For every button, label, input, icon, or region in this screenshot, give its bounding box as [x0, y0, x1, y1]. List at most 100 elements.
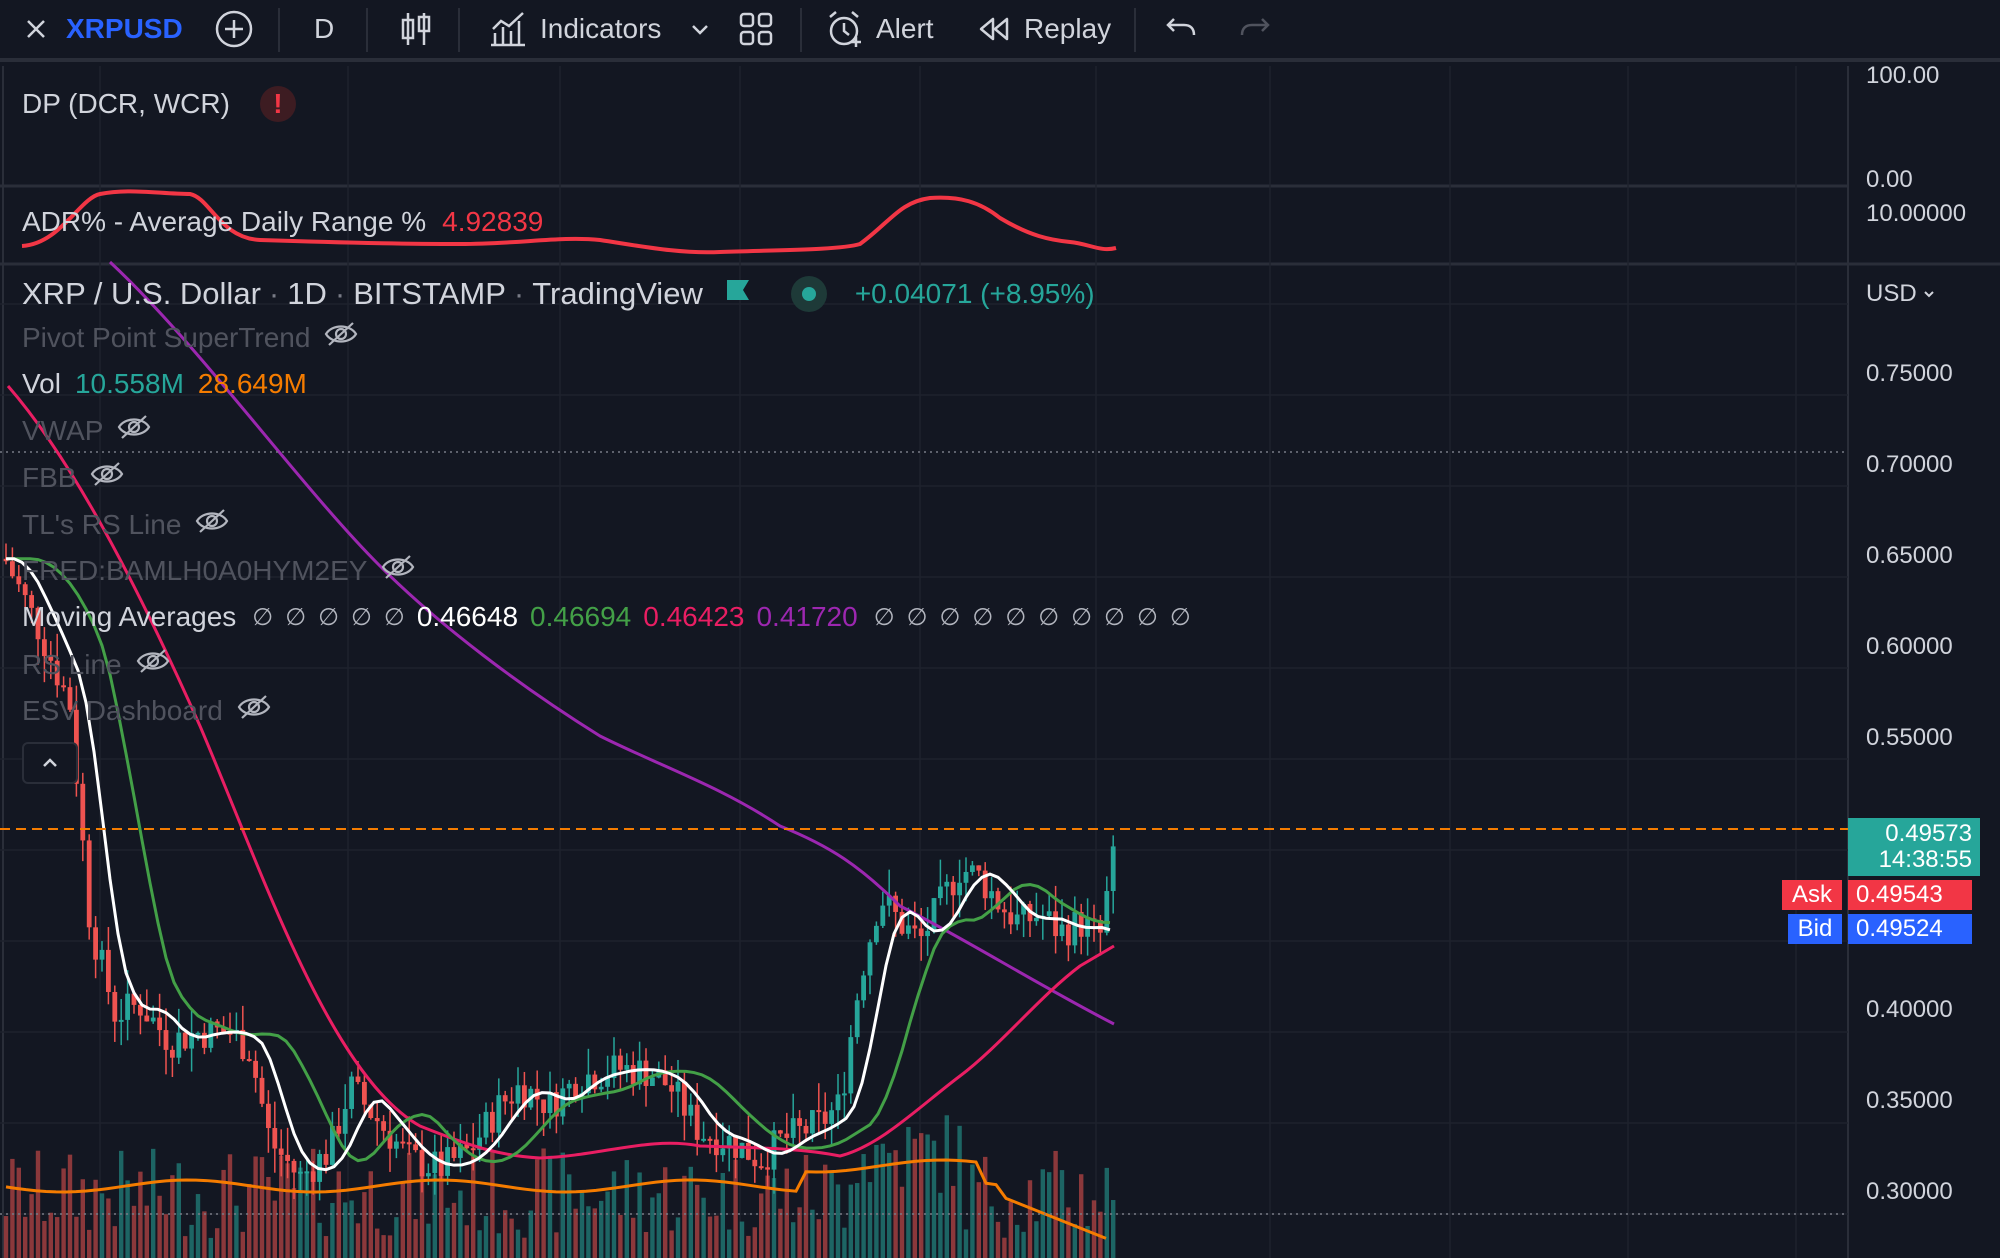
volume-bar — [170, 1175, 175, 1258]
indicator-esv-dashboard[interactable]: ESV Dashboard — [22, 694, 271, 727]
candle-body — [950, 881, 956, 896]
price-axis-label: 0.70000 — [1866, 451, 1953, 478]
dp-legend[interactable]: DP (DCR, WCR) ! — [22, 86, 296, 122]
indicator-volume[interactable]: Vol 10.558M 28.649M — [22, 368, 307, 400]
ma-green-value: 0.46694 — [530, 601, 632, 632]
chart-area[interactable]: DP (DCR, WCR) ! 100.00 0.00 ADR% - Avera… — [0, 62, 2000, 1258]
volume-bar — [343, 1202, 348, 1258]
volume-bar — [419, 1151, 425, 1258]
volume-ma-value: 28.649M — [197, 368, 307, 399]
eye-crossed-icon[interactable] — [381, 554, 415, 587]
indicator-templates-chevron-icon[interactable] — [688, 0, 712, 58]
alert-button[interactable]: Alert — [826, 0, 934, 58]
volume-bar — [663, 1167, 668, 1258]
adr-value: 4.92839 — [442, 206, 544, 237]
candles-chart-type-icon[interactable] — [400, 0, 432, 58]
indicator-moving-averages[interactable]: Moving Averages ∅∅∅∅∅ 0.46648 0.46694 0.… — [22, 601, 1203, 633]
indicator-label: VWAP — [22, 414, 104, 446]
redo-icon[interactable] — [1238, 0, 1272, 58]
candle-body — [650, 1077, 655, 1086]
flag-icon[interactable] — [725, 276, 751, 312]
indicator-tl-rs-line[interactable]: TL's RS Line — [22, 508, 229, 541]
candle-body — [48, 656, 54, 661]
market-open-icon — [790, 276, 827, 312]
volume-ma-line — [5, 1158, 1107, 1240]
candle-body — [880, 905, 886, 926]
volume-bar — [752, 1227, 757, 1258]
indicator-fred[interactable]: FRED:BAMLH0A0HYM2EY — [22, 554, 415, 587]
candle-body — [822, 1111, 828, 1124]
candlesticks — [3, 543, 1116, 1201]
replay-label: Replay — [1024, 13, 1112, 44]
chart-canvas[interactable] — [0, 66, 2000, 1258]
volume-bar — [234, 1205, 239, 1258]
add-symbol-icon[interactable] — [214, 0, 254, 58]
candle-body — [624, 1065, 630, 1070]
volume-bar — [637, 1172, 642, 1258]
price-axis-label: 0.30000 — [1866, 1178, 1953, 1205]
candle-body — [790, 1118, 796, 1138]
interval-button[interactable]: D — [314, 13, 335, 44]
eye-crossed-icon[interactable] — [195, 508, 229, 541]
candle-body — [598, 1086, 604, 1090]
candle-body — [669, 1085, 674, 1092]
eye-crossed-icon[interactable] — [324, 321, 358, 354]
eye-crossed-icon[interactable] — [237, 694, 271, 727]
indicator-pivot-supertrend[interactable]: Pivot Point SuperTrend — [22, 321, 358, 354]
candle-body — [419, 1150, 425, 1177]
volume-bar — [74, 1216, 79, 1258]
indicator-fbb[interactable]: FBB — [22, 461, 124, 494]
indicators-icon — [491, 12, 525, 47]
candle-body — [490, 1111, 495, 1133]
candle-body — [854, 1000, 860, 1038]
error-icon[interactable]: ! — [259, 86, 296, 122]
candle-body — [253, 1060, 258, 1078]
candle-body — [400, 1141, 406, 1144]
main-series-legend[interactable]: XRP / U.S. Dollar · 1D · BITSTAMP · Trad… — [22, 276, 1095, 312]
currency-selector[interactable]: USD — [1866, 280, 1937, 308]
close-icon[interactable] — [22, 0, 50, 58]
replay-button[interactable]: Replay — [978, 0, 1111, 58]
volume-bar — [720, 1172, 725, 1258]
volume-bar — [1079, 1174, 1084, 1258]
volume-bar — [349, 1200, 354, 1258]
volume-bar — [669, 1230, 674, 1258]
candle-body — [1008, 912, 1014, 925]
volume-bar — [682, 1175, 687, 1258]
volume-bar — [1104, 1167, 1109, 1258]
candle-body — [438, 1151, 444, 1176]
indicator-vwap[interactable]: VWAP — [22, 414, 151, 447]
indicators-button[interactable]: Indicators — [488, 0, 661, 58]
undo-icon[interactable] — [1164, 0, 1198, 58]
candle-body — [701, 1138, 706, 1141]
candle-body — [1021, 903, 1026, 915]
layout-grid-icon[interactable] — [738, 0, 774, 58]
eye-crossed-icon[interactable] — [117, 414, 151, 447]
volume-bar — [592, 1208, 597, 1258]
chevron-down-icon — [1923, 291, 1934, 298]
volume-bar — [35, 1150, 41, 1258]
indicator-rs-line[interactable]: RS Line — [22, 648, 170, 681]
candle-body — [368, 1104, 374, 1119]
indicators-label: Indicators — [540, 13, 662, 44]
symbol-search-button[interactable]: XRPUSD — [66, 13, 183, 44]
candle-body — [605, 1078, 610, 1087]
volume-bar — [355, 1223, 361, 1258]
bid-value: 0.49524 — [1848, 914, 1972, 944]
candle-body — [1014, 914, 1020, 925]
eye-crossed-icon[interactable] — [90, 461, 124, 494]
collapse-legend-button[interactable] — [22, 742, 78, 784]
candle-body — [1059, 924, 1065, 937]
volume-bar — [272, 1200, 277, 1258]
bid-label: Bid — [1788, 914, 1842, 944]
volume-bar — [791, 1222, 796, 1258]
last-price-value: 0.49573 — [1885, 820, 1972, 847]
grid-lines — [0, 66, 1848, 1258]
adr-legend[interactable]: ADR% - Average Daily Range % 4.92839 — [22, 206, 543, 238]
eye-crossed-icon[interactable] — [136, 648, 170, 681]
volume-bar — [317, 1222, 322, 1258]
volume-bar — [912, 1138, 917, 1258]
candle-body — [963, 871, 969, 883]
volume-bar — [951, 1185, 956, 1258]
volume-bar — [176, 1163, 181, 1258]
